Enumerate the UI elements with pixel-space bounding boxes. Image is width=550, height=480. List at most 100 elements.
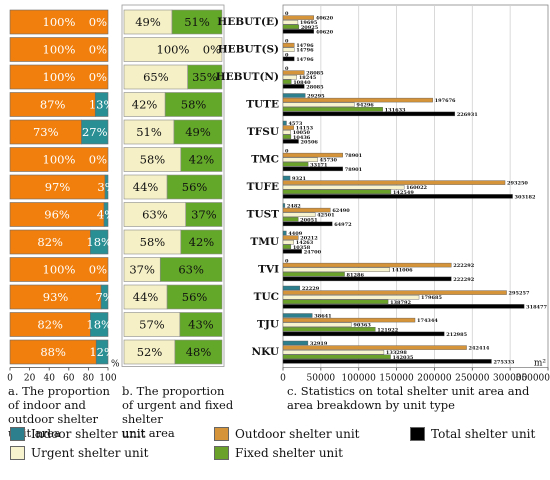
caption-c-line: c. Statistics on total shelter unit area… [287,384,530,398]
outdoor-area-label: 14796 [296,43,314,49]
total-area-label: 275333 [493,359,514,365]
urgent-share-label: 51% [136,125,162,139]
fixed-area-bar [282,327,376,332]
fixed-share-bar [180,229,223,255]
outdoor-share-label: 82% [37,235,63,249]
outdoor-share-label: 88% [40,345,66,359]
fixed-share-bar [166,174,223,200]
fixed-share-label: 56% [182,290,208,304]
indoor-area-label: 9321 [292,176,306,182]
outdoor-share-bar [9,229,91,255]
outdoor-area-label: 174344 [417,318,438,324]
indoor-area-label: 0 [285,39,289,45]
outdoor-share-bar [9,339,97,365]
category-label: TJU [257,319,279,331]
fixed-area-label: 20051 [300,217,317,223]
total-area-label: 226931 [457,112,478,118]
total-area-label: 28085 [306,84,324,90]
urgent-share-bar [123,229,182,255]
urgent-share-label: 52% [137,345,163,359]
fixed-share-label: 43% [188,318,214,332]
indoor-share-bar [90,312,109,337]
x-unit-c: m² [534,359,547,369]
fixed-area-bar [282,244,292,250]
indoor-share-label: 0% [89,15,107,29]
category-label: TFSU [247,126,279,138]
outdoor-share-bar [9,147,109,172]
indoor-share-label: 18% [86,318,112,332]
indoor-area-label: 4573 [288,121,302,127]
indoor-area-label: 0 [285,259,289,265]
x-unit-a: % [111,360,120,370]
fixed-area-bar [282,107,383,112]
indoor-share-bar [94,92,109,117]
urgent-area-bar [282,267,390,272]
fixed-swatch-icon [214,446,229,460]
fixed-share-label: 37% [191,208,217,222]
urgent-area-bar [282,74,298,80]
urgent-area-bar [282,239,294,245]
total-swatch-icon [410,427,425,441]
fixed-share-label: 49% [185,125,211,139]
indoor-share-label: 4% [97,208,115,222]
fixed-area-label: 10840 [293,80,311,86]
legend-label: Outdoor shelter unit [235,427,360,441]
urgent-share-label: 100% [157,43,190,57]
x-tick-label-a: 80 [83,374,95,384]
x-tick-label-c: 300000 [493,374,528,384]
urgent-area-label: 141006 [392,268,413,274]
legend-label: Fixed shelter unit [235,446,343,460]
indoor-area-bar [282,230,287,236]
urgent-area-bar [282,350,385,355]
caption-a: a. The proportion of indoor and outdoor … [8,384,110,440]
outdoor-area-bar [282,180,506,185]
outdoor-area-label: 295257 [509,291,530,297]
x-tick-label-c: 150000 [379,374,414,384]
total-area-bar [282,221,333,227]
fixed-share-label: 63% [178,263,204,277]
fixed-area-label: 20925 [301,25,319,31]
urgent-area-label: 10050 [293,130,311,136]
total-area-bar [282,359,492,364]
outdoor-share-label: 73% [33,125,59,139]
caption-b-line: b. The proportion [122,384,225,398]
indoor-share-bar [100,284,109,310]
total-area-label: 78901 [345,167,362,173]
urgent-share-bar [123,147,182,172]
x-tick-label-c: 0 [280,374,286,384]
outdoor-area-label: 40620 [316,16,334,22]
outdoor-area-label: 78901 [345,153,362,159]
urgent-area-label: 14796 [296,48,314,54]
indoor-share-bar [103,202,109,227]
fixed-share-bar [187,64,223,90]
x-tick-label-c: 350000 [516,374,550,384]
total-area-label: 24700 [304,249,322,255]
urgent-share-bar [123,284,168,310]
indoor-area-label: 2482 [287,204,301,210]
urgent-share-label: 57% [139,318,165,332]
outdoor-area-bar [282,97,433,103]
category-label: TUC [254,291,279,303]
outdoor-area-bar [282,42,295,48]
urgent-area-label: 133298 [386,350,407,356]
indoor-area-label: 32919 [310,341,328,347]
fixed-share-label: 56% [182,180,208,194]
urgent-swatch-icon [10,446,25,460]
fixed-area-label: 0 [285,52,289,58]
total-area-bar [282,331,445,337]
x-tick-label-c: 250000 [455,374,490,384]
indoor-area-label: 4409 [288,231,302,237]
outdoor-share-label: 87% [40,98,66,112]
outdoor-share-label: 100% [43,263,76,277]
outdoor-area-bar [282,345,467,350]
caption-a-line: outdoor shelter [8,412,99,426]
indoor-area-bar [282,285,301,291]
fixed-share-bar [166,284,223,310]
indoor-share-bar [104,174,109,200]
fixed-share-label: 48% [186,345,212,359]
total-area-bar [282,276,452,282]
urgent-area-bar [282,295,420,300]
outdoor-area-bar [282,15,314,20]
indoor-swatch-icon [10,427,25,441]
